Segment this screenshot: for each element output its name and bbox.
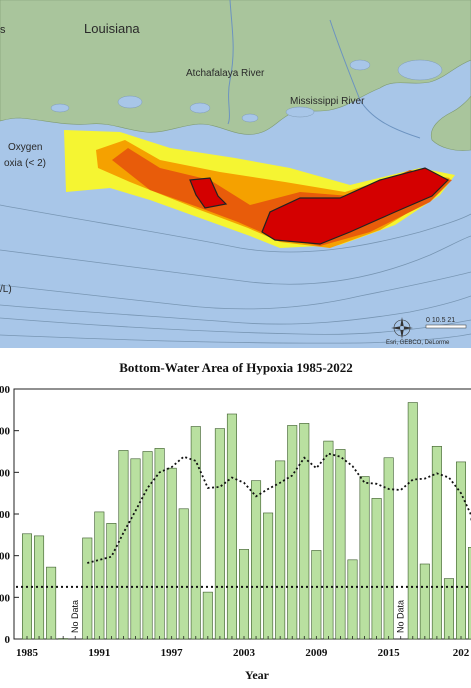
bar-1990: [82, 537, 93, 640]
bar-2005: [263, 512, 274, 640]
no-data-label: No Data: [70, 600, 80, 633]
scale-bar-ticks: 0 10.5 21: [426, 317, 455, 324]
map-attribution: Esri, GEBCO, DeLorme: [386, 340, 450, 346]
bar-2010: [323, 440, 334, 640]
bar-2013: [359, 476, 370, 640]
bar-2002: [226, 413, 237, 640]
bar-2000: [202, 591, 213, 640]
bar-2003: [238, 549, 250, 640]
hypoxia-map: Louisiana Atchafalaya River Mississippi …: [0, 0, 471, 349]
y-tick-label: 00: [0, 551, 11, 563]
hypoxia-zone: [64, 130, 455, 248]
bar-1999: [190, 426, 201, 640]
scale-bar: [425, 324, 467, 329]
moving-average-line: [87, 452, 471, 564]
x-tick-label: 2009: [305, 647, 328, 659]
river-label-atchafalaya: Atchafalaya River: [186, 68, 265, 79]
bar-2018: [419, 563, 430, 640]
legend-hypoxia-label: oxia (< 2): [4, 158, 46, 169]
bar-2001: [214, 428, 225, 640]
bar-2012: [347, 559, 358, 640]
compass-rose-icon: [391, 317, 413, 339]
bar-1991: [94, 511, 105, 640]
y-tick-label: 00: [0, 509, 11, 521]
y-tick-label: 0: [5, 634, 11, 646]
bar-1995: [142, 451, 153, 640]
inland-waters: [50, 59, 443, 123]
x-tick-label: 202: [453, 647, 470, 659]
hypoxia-area-chart: Bottom-Water Area of Hypoxia 1985-2022 0…: [0, 349, 471, 688]
rivers: [227, 0, 421, 139]
chart-title: Bottom-Water Area of Hypoxia 1985-2022: [119, 360, 353, 375]
bar-2008: [299, 423, 310, 640]
bar-1992: [106, 523, 117, 640]
bar-1997: [166, 467, 177, 640]
bar-1996: [154, 448, 165, 640]
bar-1994: [130, 458, 141, 640]
x-axis-title: Year: [245, 668, 270, 682]
x-axis: 1985 1991 1997 2003 2009 2015 202: [16, 636, 470, 659]
bar-2011: [335, 449, 346, 640]
bar-2015: [383, 457, 394, 640]
y-tick-label: 00: [0, 426, 11, 438]
x-tick-label: 1985: [16, 647, 39, 659]
bars-group: [21, 402, 471, 640]
hypoxia-red-west: [189, 177, 228, 209]
x-tick-label: 1997: [161, 647, 184, 659]
river-label-mississippi: Mississippi River: [290, 96, 365, 107]
bar-2017: [407, 402, 418, 640]
legend-oxygen-label: Oxygen: [8, 142, 42, 153]
bar-2014: [371, 498, 382, 640]
y-tick-label: 00: [0, 467, 11, 479]
bar-2006: [275, 460, 286, 640]
state-label: Louisiana: [84, 21, 140, 36]
x-tick-label: 2003: [233, 647, 256, 659]
bar-2007: [287, 425, 298, 640]
hypoxia-red-east: [261, 167, 450, 245]
legend-unit-label: /L): [0, 284, 12, 295]
bar-1993: [118, 450, 129, 640]
bar-2009: [311, 550, 322, 640]
bar-2022: [468, 547, 471, 640]
bar-2004: [251, 480, 262, 640]
x-tick-label: 1991: [88, 647, 110, 659]
no-data-labels: No Data No Data: [70, 600, 406, 633]
depth-contours: [0, 204, 471, 344]
bar-1987: [46, 566, 57, 640]
y-tick-label: 00: [0, 592, 11, 604]
cut-off-label: s: [0, 24, 6, 36]
y-tick-label: 00: [0, 384, 11, 396]
bar-1998: [178, 508, 189, 640]
no-data-label: No Data: [396, 600, 406, 633]
x-tick-label: 2015: [378, 647, 401, 659]
